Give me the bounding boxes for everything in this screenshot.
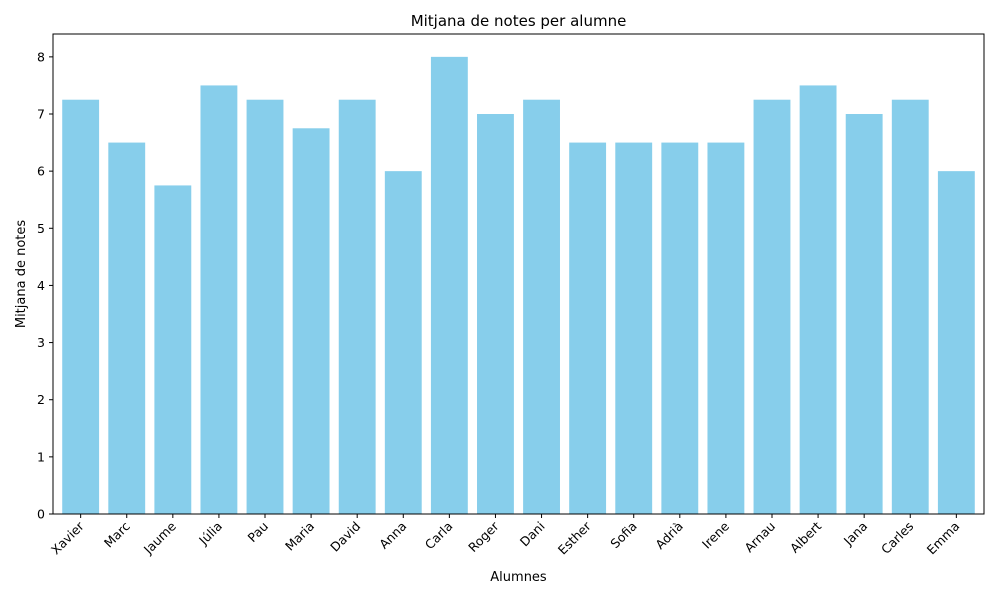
y-tick-label: 4 [37,278,45,293]
x-tick-label: Roger [465,518,502,555]
x-axis-ticks: Xavier Marc Jaume Júlia Pau Maria David Anna Car… [48,514,963,558]
x-tick-label: Xavier [48,518,87,557]
bar-arnau [753,99,791,514]
x-tick-label: Pau [245,519,272,546]
bar-sofia [615,142,653,515]
bar-adrià [661,142,699,515]
y-axis-label: Mitjana de notes [14,220,29,329]
bar-carles [891,99,929,514]
bar-esther [569,142,607,515]
bar-júlia [200,85,238,514]
y-tick-label: 1 [37,449,45,464]
bar-pau [246,99,284,514]
bar-dani [523,99,560,514]
bar-jaume [154,185,192,514]
x-tick-label: Dani [517,519,548,550]
y-tick-label: 3 [37,335,45,350]
bar-carla [430,56,468,514]
x-tick-label: Emma [924,519,963,558]
chart-title: Mitjana de notes per alumne [411,12,627,30]
y-axis-ticks: 0 1 2 3 4 5 6 7 8 [37,49,53,522]
x-tick-label: Adrià [652,519,686,553]
y-tick-label: 6 [37,164,45,179]
bar-marc [108,142,146,515]
x-tick-label: David [327,519,363,555]
x-tick-label: Anna [376,519,409,552]
y-tick-label: 2 [37,392,45,407]
bar-irene [707,142,745,515]
x-tick-label: Albert [787,518,824,555]
bar-jana [845,114,883,514]
bar-david [338,99,376,514]
bar-albert [799,85,837,514]
y-tick-label: 7 [37,107,45,122]
x-tick-label: Irene [699,518,732,551]
x-tick-label: Jaume [140,518,179,557]
y-tick-label: 5 [37,221,45,236]
axes-frame [52,33,985,515]
x-tick-label: Maria [282,519,317,554]
x-tick-label: Jana [840,519,870,549]
bar-emma [937,171,975,514]
x-tick-label: Marc [101,518,133,550]
x-tick-label: Sofia [607,519,640,552]
bar-anna [384,171,422,514]
x-tick-label: Esther [555,518,595,558]
bar-roger [477,114,514,514]
bar-maria [292,128,330,515]
x-tick-label: Carla [422,519,456,553]
x-tick-label: Júlia [195,519,225,549]
y-tick-label: 0 [37,507,45,522]
bar-xavier [62,99,100,514]
x-tick-label: Carles [878,519,916,557]
y-tick-label: 8 [37,49,45,64]
x-axis-label: Alumnes [490,570,547,585]
bars-group [62,56,975,515]
x-tick-label: Arnau [741,519,778,556]
